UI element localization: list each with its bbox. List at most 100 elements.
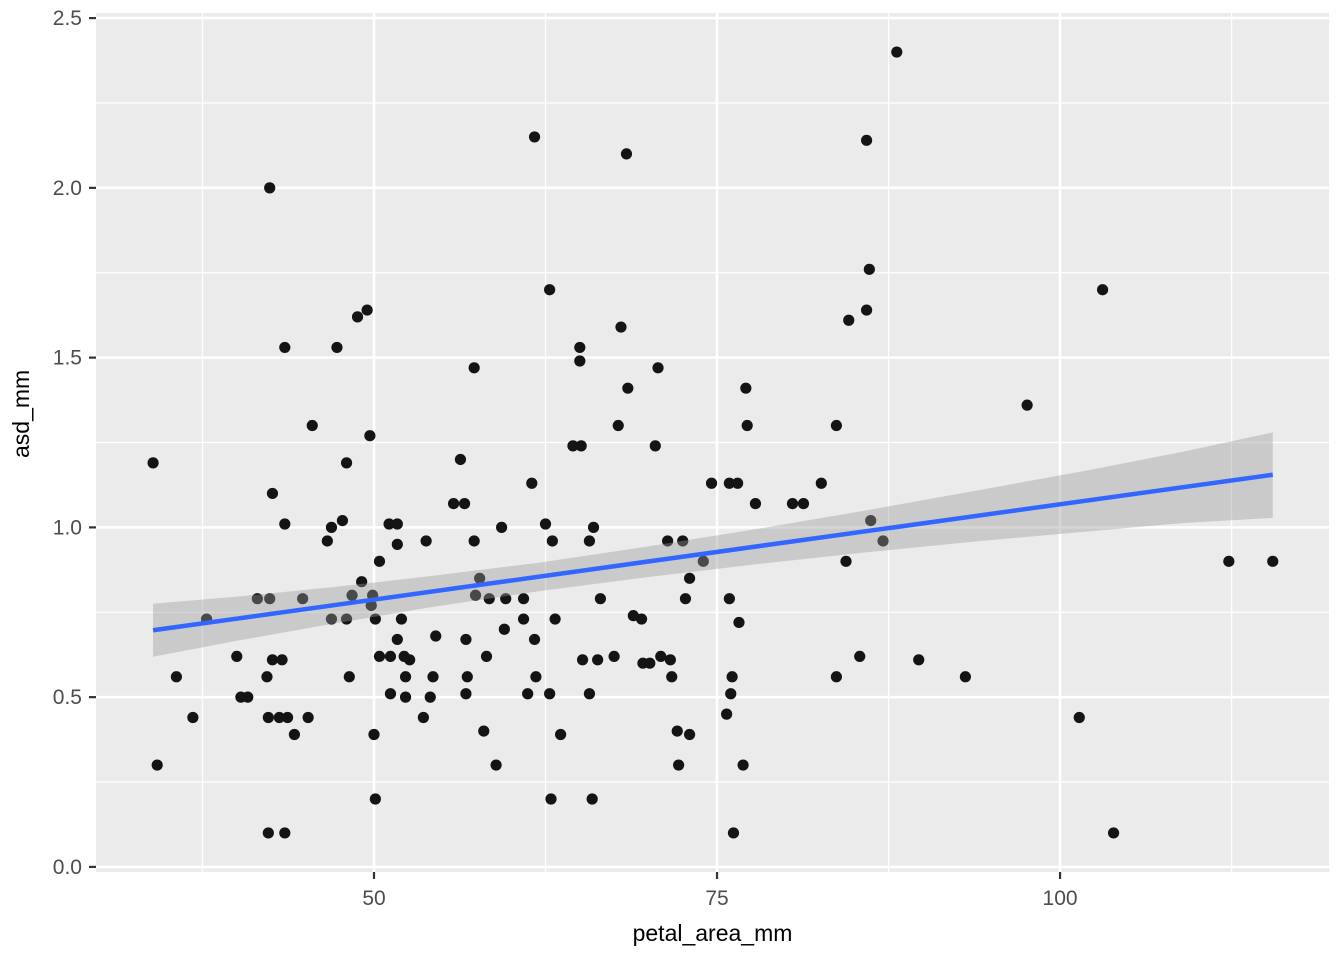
data-point <box>480 650 493 663</box>
data-point <box>242 691 254 703</box>
data-point <box>721 708 733 720</box>
data-point <box>399 691 412 703</box>
data-point <box>583 688 596 700</box>
data-point <box>539 518 552 530</box>
data-point <box>725 688 737 700</box>
data-point <box>664 654 676 666</box>
data-point <box>231 650 243 663</box>
data-point <box>151 759 163 771</box>
data-point <box>288 728 301 741</box>
data-point <box>545 793 557 805</box>
data-point <box>454 453 467 466</box>
data-point <box>373 650 386 663</box>
data-point <box>369 613 381 625</box>
data-point <box>583 535 596 547</box>
data-point <box>891 46 903 58</box>
data-point <box>302 711 314 724</box>
data-point <box>697 555 709 567</box>
data-point <box>461 671 473 683</box>
data-point <box>500 593 512 605</box>
data-point <box>1073 711 1085 724</box>
data-point <box>447 498 460 510</box>
data-point <box>723 593 735 605</box>
data-point <box>608 650 620 663</box>
data-point <box>351 311 364 323</box>
data-point <box>959 671 971 683</box>
data-point <box>340 613 353 625</box>
data-point <box>733 616 745 629</box>
data-point <box>517 613 530 625</box>
data-point <box>635 613 648 625</box>
data-point <box>281 711 294 724</box>
data-point <box>913 654 925 666</box>
data-point <box>671 725 683 737</box>
x-tick-label: 100 <box>1043 887 1078 910</box>
data-point <box>346 589 358 601</box>
data-point <box>395 613 408 625</box>
data-point <box>622 382 634 394</box>
data-point <box>723 477 735 489</box>
data-point <box>264 593 276 605</box>
data-point <box>526 477 538 489</box>
data-point <box>369 793 381 805</box>
data-point <box>1021 399 1033 411</box>
data-point <box>262 827 274 839</box>
data-point <box>469 589 482 601</box>
data-point <box>399 671 412 683</box>
data-point <box>460 688 472 700</box>
data-point <box>496 521 508 533</box>
data-point <box>490 759 502 771</box>
data-point <box>815 477 827 489</box>
x-tick-label: 50 <box>362 887 385 910</box>
data-point <box>528 131 541 143</box>
data-point <box>325 613 338 625</box>
data-point <box>368 728 380 741</box>
data-point <box>417 711 429 724</box>
data-point <box>336 514 349 527</box>
data-point <box>251 593 263 605</box>
data-point <box>468 535 480 547</box>
data-point <box>1107 827 1120 839</box>
data-point <box>546 535 558 547</box>
data-point <box>726 671 738 683</box>
data-point <box>266 487 279 500</box>
data-point <box>460 633 472 646</box>
y-tick-label: 2.5 <box>53 7 82 30</box>
data-point <box>1096 284 1109 296</box>
data-point <box>325 521 338 533</box>
data-point <box>549 613 561 625</box>
y-tick-label: 1.5 <box>53 347 82 370</box>
data-point <box>854 650 866 663</box>
data-point <box>424 691 436 703</box>
data-point <box>677 535 689 547</box>
data-point <box>474 572 486 584</box>
data-point <box>587 521 600 533</box>
data-point <box>749 498 762 510</box>
data-point <box>683 572 696 584</box>
data-point <box>567 440 579 452</box>
data-point <box>498 623 510 635</box>
data-point <box>356 576 368 588</box>
data-point <box>644 657 656 669</box>
data-point <box>276 654 288 666</box>
data-point <box>830 671 843 683</box>
data-point <box>261 671 273 683</box>
data-point <box>863 263 875 275</box>
data-point <box>592 654 604 666</box>
data-point <box>343 671 355 683</box>
data-point <box>391 633 403 646</box>
data-point <box>458 498 471 510</box>
data-point <box>683 728 696 741</box>
data-point <box>383 518 395 530</box>
data-point <box>865 514 877 527</box>
data-point <box>732 477 744 489</box>
data-point <box>384 688 397 700</box>
data-point <box>264 182 276 194</box>
data-point <box>279 341 291 354</box>
data-point <box>544 284 556 296</box>
data-point <box>615 321 627 333</box>
data-point <box>321 535 333 547</box>
data-point <box>273 711 285 724</box>
data-point <box>679 593 692 605</box>
